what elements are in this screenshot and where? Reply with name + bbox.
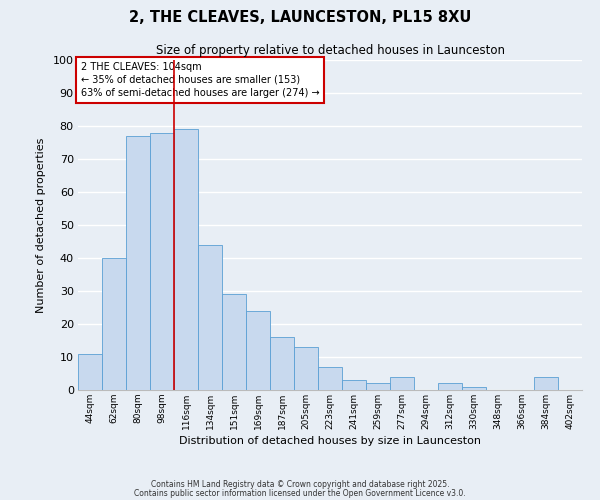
Bar	[174, 130, 198, 390]
Title: Size of property relative to detached houses in Launceston: Size of property relative to detached ho…	[155, 44, 505, 58]
Text: 2, THE CLEAVES, LAUNCESTON, PL15 8XU: 2, THE CLEAVES, LAUNCESTON, PL15 8XU	[129, 10, 471, 25]
Text: Contains HM Land Registry data © Crown copyright and database right 2025.: Contains HM Land Registry data © Crown c…	[151, 480, 449, 489]
Bar	[150, 132, 174, 390]
Bar	[534, 377, 558, 390]
Bar	[102, 258, 126, 390]
Bar	[198, 245, 222, 390]
Bar	[126, 136, 150, 390]
Bar	[342, 380, 366, 390]
Bar	[390, 377, 414, 390]
Bar	[462, 386, 486, 390]
X-axis label: Distribution of detached houses by size in Launceston: Distribution of detached houses by size …	[179, 436, 481, 446]
Bar	[246, 311, 270, 390]
Text: Contains public sector information licensed under the Open Government Licence v3: Contains public sector information licen…	[134, 488, 466, 498]
Text: 2 THE CLEAVES: 104sqm
← 35% of detached houses are smaller (153)
63% of semi-det: 2 THE CLEAVES: 104sqm ← 35% of detached …	[80, 62, 319, 98]
Bar	[78, 354, 102, 390]
Bar	[222, 294, 246, 390]
Bar	[270, 337, 294, 390]
Bar	[294, 347, 318, 390]
Bar	[438, 384, 462, 390]
Bar	[318, 367, 342, 390]
Y-axis label: Number of detached properties: Number of detached properties	[36, 138, 46, 312]
Bar	[366, 384, 390, 390]
